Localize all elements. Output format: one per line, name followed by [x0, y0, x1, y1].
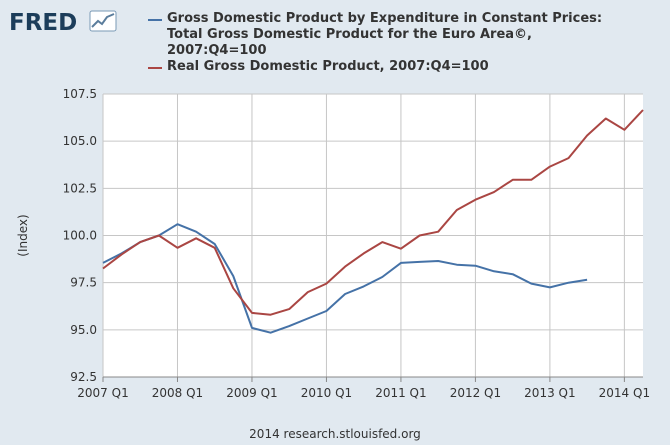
legend-entry-real-gdp[interactable]: Real Gross Domestic Product, 2007:Q4=100 [148, 59, 602, 75]
legend-swatch-us [148, 67, 162, 69]
fred-logo-text: FRED [9, 10, 77, 34]
y-tick-label: 95.0 [70, 323, 97, 337]
legend-swatch-euro [148, 19, 162, 21]
source-footer[interactable]: 2014 research.stlouisfed.org [249, 427, 421, 441]
series-layer [102, 109, 644, 334]
y-tick-label: 107.5 [63, 87, 97, 101]
fred-logo[interactable]: FRED [8, 8, 120, 38]
y-tick-label: 92.5 [70, 370, 97, 384]
x-tick-label: 2014 Q1 [599, 386, 650, 400]
x-tick-label: 2008 Q1 [152, 386, 203, 400]
chart-legend: Gross Domestic Product by Expenditure in… [148, 11, 602, 75]
x-tick-label: 2007 Q1 [77, 386, 128, 400]
y-tick-label: 102.5 [63, 181, 97, 195]
axis-layer: 92.5 95.0 97.5 100.0 102.5 105.0 107.5 2007 Q1 2… [63, 87, 650, 400]
legend-entry-euro-area-gdp[interactable]: Gross Domestic Product by Expenditure in… [148, 11, 602, 59]
x-tick-label: 2011 Q1 [375, 386, 426, 400]
series-line-euro-area-gdp[interactable] [102, 223, 588, 334]
legend-label-us: Real Gross Domestic Product, 2007:Q4=100 [167, 59, 489, 74]
series-line-real-gdp[interactable] [102, 109, 644, 316]
y-axis-label: (Index) [16, 214, 30, 256]
x-tick-label: 2010 Q1 [301, 386, 352, 400]
y-tick-label: 97.5 [70, 276, 97, 290]
fred-chart-icon [89, 10, 117, 32]
y-tick-label: 105.0 [63, 134, 97, 148]
x-tick-label: 2009 Q1 [226, 386, 277, 400]
y-tick-label: 100.0 [63, 229, 97, 243]
x-tick-label: 2013 Q1 [524, 386, 575, 400]
legend-label-euro: Gross Domestic Product by Expenditure in… [167, 11, 603, 58]
x-tick-label: 2012 Q1 [450, 386, 501, 400]
